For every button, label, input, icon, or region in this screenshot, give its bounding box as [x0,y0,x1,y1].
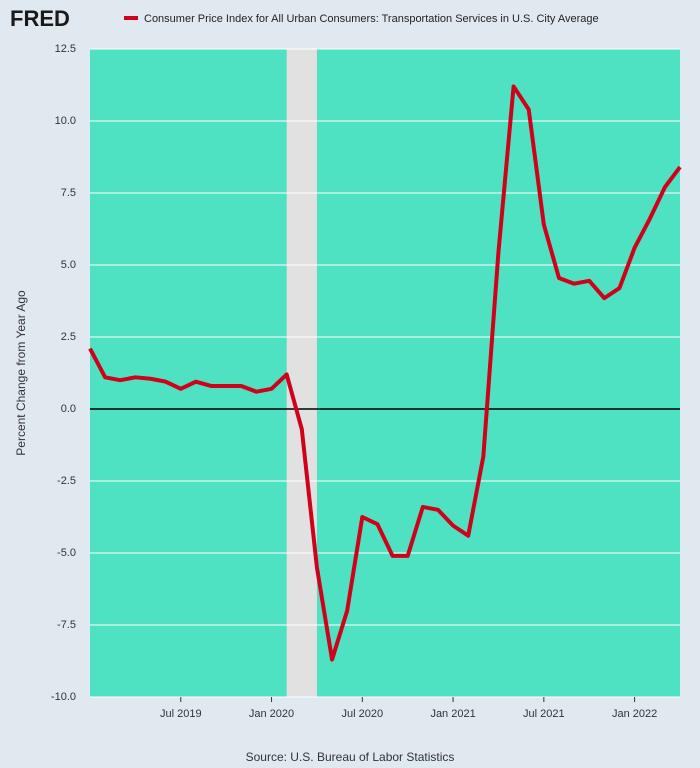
y-tick-label: 5.0 [61,259,76,271]
x-tick-label: Jan 2020 [249,708,294,720]
legend-swatch [124,16,138,20]
y-axis-label: Percent Change from Year Ago [14,290,28,456]
y-tick-label: 10.0 [55,115,76,127]
recession-shade [286,49,317,697]
y-tick-label: 7.5 [61,187,76,199]
y-tick-label: 0.0 [61,403,76,415]
series-line [88,84,682,662]
legend-label: Consumer Price Index for All Urban Consu… [144,13,599,25]
x-tick-label: Jul 2019 [160,708,202,720]
y-tick-label: -10.0 [51,691,76,703]
x-tick-label: Jul 2021 [523,708,565,720]
x-tick-label: Jan 2022 [612,708,657,720]
y-tick-label: -5.0 [57,547,76,559]
y-tick-label: 2.5 [61,331,76,343]
y-tick-label: -2.5 [57,475,76,487]
source: Source: U.S. Bureau of Labor Statistics [246,750,455,764]
plot-area [90,49,680,697]
x-tick-label: Jan 2021 [430,708,475,720]
y-tick-label: 12.5 [55,43,76,55]
y-tick-label: -7.5 [57,619,76,631]
x-tick-label: Jul 2020 [342,708,384,720]
logo: FRED [10,6,70,31]
